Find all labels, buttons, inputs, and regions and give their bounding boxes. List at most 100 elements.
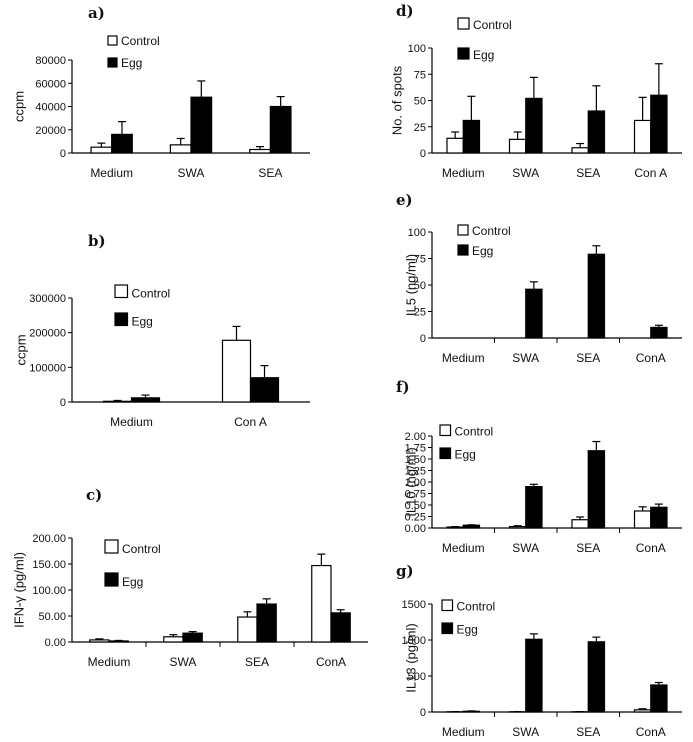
- panel-g-category-label: Medium: [442, 725, 485, 739]
- panel-a-bar-egg: [190, 96, 213, 154]
- panel-e-bar-egg: [525, 288, 543, 339]
- panel-g-category-label: SWA: [512, 725, 539, 739]
- panel-a-y-tick-label: 60000: [35, 78, 66, 90]
- panel-g-bar-egg: [650, 684, 668, 713]
- panel-b-y-tick-label: 200000: [29, 328, 66, 340]
- panel-d-bar-control: [571, 147, 589, 154]
- panel-d-legend-label-egg: Egg: [473, 48, 494, 62]
- panel-d-category-label: Medium: [442, 166, 485, 180]
- panel-d-bar-egg: [587, 110, 606, 154]
- panel-d-y-tick-label: 25: [414, 122, 426, 134]
- panel-b-y-tick-label: 0: [60, 397, 66, 409]
- panel-d-legend-label-control: Control: [473, 18, 512, 32]
- panel-c-category-label: SWA: [170, 655, 197, 669]
- panel-f-bar-egg: [525, 486, 543, 529]
- panel-d-bar-control: [446, 137, 464, 154]
- panel-d-legend-swatch-control: [457, 17, 470, 30]
- panel-d-bar-control: [508, 138, 527, 154]
- panel-f-bar-egg: [650, 506, 668, 529]
- panel-e-y-tick-label: 0: [420, 333, 426, 345]
- panel-a-legend-label-egg: Egg: [121, 56, 142, 70]
- panel-e-bar-egg: [587, 253, 606, 339]
- panel-a-bar-control: [90, 146, 113, 154]
- panel-g-legend-label-egg: Egg: [457, 623, 478, 637]
- panel-b-bar-control: [221, 339, 252, 403]
- panel-f-y-tick-label: 0.00: [405, 523, 426, 535]
- panel-c-legend-label-control: Control: [122, 542, 161, 556]
- panel-e-category-label: SWA: [512, 351, 539, 365]
- panel-d-y-tick-label: 75: [414, 69, 426, 81]
- panel-f-y-tick-label: 1.75: [405, 443, 426, 455]
- panel-a-legend-swatch-egg: [107, 57, 118, 68]
- panel-d-bar-egg: [462, 119, 481, 154]
- panel-c-bar-egg: [108, 640, 129, 643]
- panel-e-legend-label-egg: Egg: [472, 244, 493, 258]
- panel-d-category-label: SWA: [512, 166, 539, 180]
- panel-c-legend-swatch-control: [104, 539, 119, 554]
- panel-b-bar-egg: [249, 377, 280, 403]
- panel-b-category-label: Con A: [234, 415, 267, 429]
- panel-g-y-tick-label: 1000: [402, 635, 426, 647]
- panel-a-label: a): [88, 4, 105, 22]
- panel-b-legend-swatch-control: [114, 284, 129, 299]
- panel-f-category-label: ConA: [636, 541, 666, 555]
- panel-g-legend-swatch-control: [441, 599, 454, 612]
- panel-f-y-axis-label: IL10 (ng/ml): [404, 447, 419, 516]
- panel-a-bar-egg: [111, 133, 133, 154]
- panel-f-y-tick-label: 1.50: [405, 454, 426, 466]
- panel-c-bar-egg: [330, 612, 351, 643]
- panel-c-bar-control: [311, 564, 332, 643]
- panel-e-y-tick-label: 100: [408, 227, 426, 239]
- panel-a-legend-swatch-control: [107, 35, 118, 46]
- panel-b-legend-label-control: Control: [132, 287, 171, 301]
- panel-c-y-tick-label: 200.00: [32, 533, 66, 545]
- panel-c-category-label: Medium: [88, 655, 131, 669]
- panel-a-bar-control: [169, 144, 192, 154]
- panel-g-bar-egg: [525, 638, 543, 713]
- panel-f-y-tick-label: 0.50: [405, 500, 426, 512]
- panel-b-bar-control: [102, 400, 133, 403]
- panel-d-y-tick-label: 50: [414, 96, 426, 108]
- panel-c-bar-control: [163, 636, 184, 643]
- panel-a-category-label: SEA: [258, 166, 282, 180]
- panel-c-category-label: SEA: [245, 655, 269, 669]
- panel-f-y-tick-label: 1.25: [405, 466, 426, 478]
- panel-b-y-tick-label: 300000: [29, 293, 66, 305]
- panel-g-y-axis-label: IL13 (pg/ml): [404, 623, 419, 692]
- panel-b-legend-swatch-egg: [114, 312, 129, 327]
- panel-f-category-label: Medium: [442, 541, 485, 555]
- panel-f-category-label: SWA: [512, 541, 539, 555]
- panel-c-label: c): [86, 486, 102, 504]
- panel-f-bar-control: [633, 510, 652, 529]
- panel-f-y-tick-label: 2.00: [405, 431, 426, 443]
- panel-e-y-tick-label: 50: [414, 280, 426, 292]
- panel-f-legend-swatch-control: [439, 424, 452, 437]
- panel-c-y-axis-label: IFN-γ (pg/ml): [12, 552, 27, 628]
- panel-a-bar-egg: [269, 105, 292, 154]
- panel-g-y-tick-label: 500: [408, 671, 426, 683]
- panel-e-label: e): [396, 191, 413, 209]
- panel-c-category-label: ConA: [316, 655, 346, 669]
- panel-a-category-label: Medium: [90, 166, 133, 180]
- panel-g-category-label: ConA: [636, 725, 666, 739]
- panel-g-label: g): [396, 562, 414, 580]
- panel-c-legend-swatch-egg: [104, 572, 119, 587]
- panel-d-y-tick-label: 100: [408, 43, 426, 55]
- panel-g-category-label: SEA: [576, 725, 600, 739]
- panel-c-bar-egg: [256, 603, 277, 643]
- panel-e-legend-label-control: Control: [472, 224, 511, 238]
- panel-f-legend-swatch-egg: [439, 447, 452, 460]
- panel-b-category-label: Medium: [110, 415, 153, 429]
- panel-d-bar-control: [633, 119, 652, 154]
- panel-c-y-tick-label: 100.00: [32, 585, 66, 597]
- panel-a-legend-label-control: Control: [121, 34, 160, 48]
- panel-e-category-label: SEA: [576, 351, 600, 365]
- panel-f-category-label: SEA: [576, 541, 600, 555]
- panel-e-bar-egg: [650, 326, 668, 339]
- panel-g-bar-egg: [587, 641, 606, 713]
- panel-e-category-label: Medium: [442, 351, 485, 365]
- panel-c-bar-control: [89, 639, 110, 643]
- panel-b-y-tick-label: 100000: [29, 362, 66, 374]
- panel-g-legend-label-control: Control: [457, 600, 496, 614]
